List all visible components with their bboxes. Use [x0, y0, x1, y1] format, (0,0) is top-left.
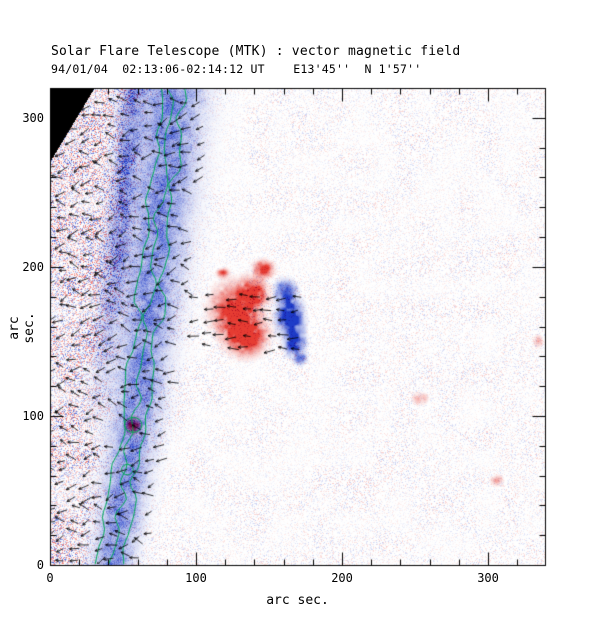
- y-tick-label-100: 100: [22, 408, 44, 423]
- x-axis-label: arc sec.: [266, 593, 329, 608]
- x-tick-label-300: 300: [477, 571, 499, 585]
- y-tick-label-200: 200: [22, 259, 44, 274]
- y-tick-label-0: 0: [36, 558, 44, 572]
- y-tick-label-300: 300: [22, 110, 44, 125]
- chart-title: Solar Flare Telescope (MTK) : vector mag…: [51, 44, 461, 59]
- x-tick-label-200: 200: [331, 571, 353, 585]
- chart-subtitle: 94/01/04 02:13:06-02:14:12 UT E13'45'' N…: [51, 62, 422, 76]
- x-tick-label-100: 100: [185, 571, 207, 585]
- y-axis-label: arc sec.: [7, 312, 37, 344]
- x-tick-label-0: 0: [46, 571, 54, 585]
